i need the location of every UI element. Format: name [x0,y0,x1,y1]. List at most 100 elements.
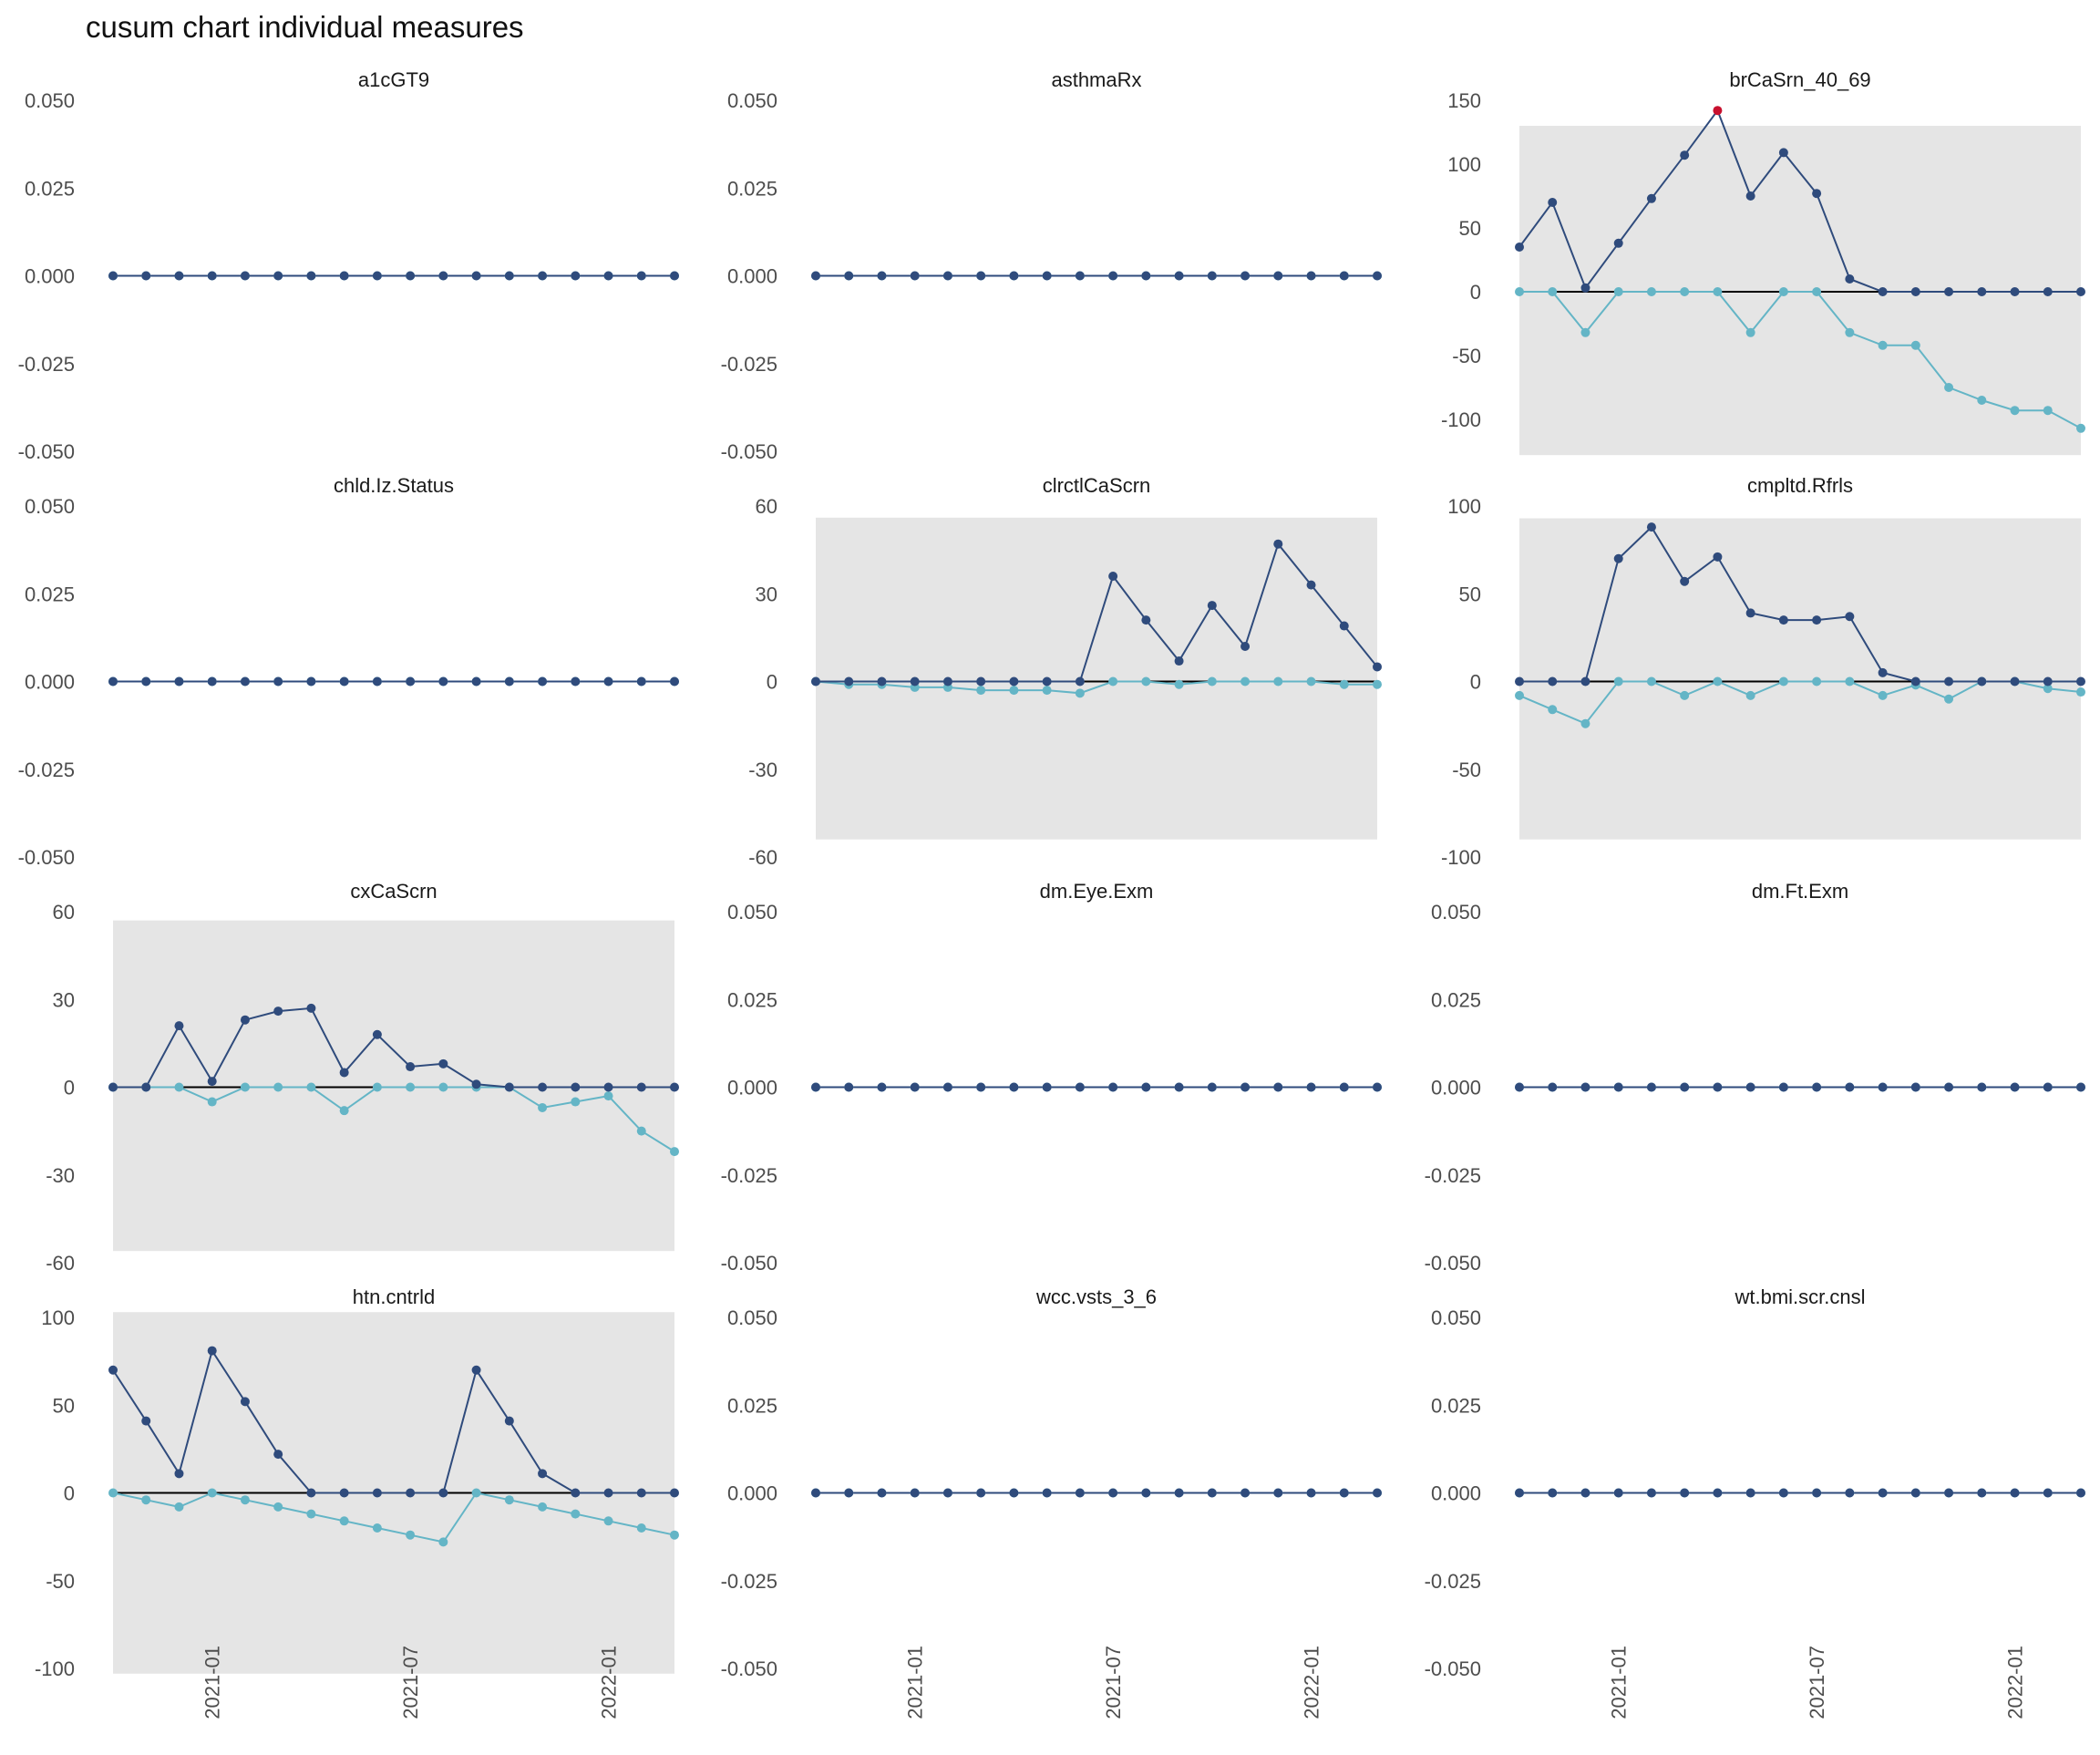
upper-cusum-point [1042,1082,1052,1092]
y-tick-label: -0.025 [721,1164,777,1187]
lower-cusum-point [1613,676,1623,687]
y-tick-label: 0.050 [727,1306,777,1329]
upper-cusum-point [976,1488,986,1498]
lower-cusum-point [306,1082,316,1092]
upper-cusum-point [670,271,679,281]
upper-cusum-point [844,1082,854,1092]
lower-cusum-point [603,1516,613,1526]
upper-cusum-point [1306,580,1316,590]
y-tick-label: 150 [1447,89,1481,112]
upper-cusum-point [571,1488,581,1498]
lower-cusum-point [1646,676,1656,687]
upper-cusum-point [1745,608,1755,618]
upper-cusum-point [1207,601,1217,611]
upper-cusum-point [372,1488,382,1498]
lower-cusum-point [2043,406,2053,416]
upper-cusum-point [240,676,250,687]
lower-cusum-point [1548,705,1558,715]
y-tick-label: 100 [1447,153,1481,176]
upper-cusum-point [1910,676,1920,687]
lower-cusum-point [372,1082,382,1092]
upper-cusum-point [1812,1488,1822,1498]
y-tick-label: -100 [35,1657,75,1680]
upper-cusum-point [1845,1082,1855,1092]
upper-cusum-point [538,1469,548,1479]
lower-cusum-point [174,1082,184,1092]
upper-cusum-point [108,676,118,687]
upper-cusum-point [811,1488,820,1498]
x-tick-label: 2022-01 [598,1646,621,1719]
facet-panel: asthmaRx 0.050 0.025 0.000 -0.025 -0.050 [721,68,1382,463]
upper-cusum-point [603,1082,613,1092]
upper-cusum-point [141,271,151,281]
upper-cusum-point [1944,287,1954,296]
upper-cusum-line [816,542,1378,683]
upper-cusum-point [976,1082,986,1092]
y-tick-label: -50 [46,1570,75,1593]
upper-cusum-point [877,676,887,687]
x-tick-label: 2021-07 [1806,1646,1828,1719]
upper-cusum-point [2076,1082,2085,1092]
upper-cusum-point [2010,1488,2020,1498]
y-tick-label: 0 [1470,671,1481,694]
lower-cusum-point [1042,686,1052,696]
panel-title: clrctlCaScrn [1043,474,1151,497]
lower-cusum-point [1141,676,1151,687]
upper-cusum-point [811,676,820,687]
facet-panel: chld.Iz.Status 0.050 0.025 0.000 -0.025 -0.05… [18,474,679,869]
upper-cusum-point [571,271,581,281]
lower-cusum-point [2043,684,2053,694]
lower-cusum-point [538,1102,548,1112]
upper-cusum-point [1548,676,1558,687]
y-tick-label: 60 [53,901,75,924]
upper-cusum-point [1373,1082,1382,1092]
upper-cusum-point [306,676,316,687]
y-tick-label: 0.050 [727,901,777,924]
lower-cusum-point [1548,287,1558,296]
upper-cusum-point [1273,1082,1283,1092]
upper-cusum-point [1108,1082,1118,1092]
lower-cusum-point [240,1495,250,1505]
facet-panel: cmpltd.Rfrls 100 50 0 -50 -100 [1441,474,2085,869]
facet-panel: cxCaScrn 60 30 0 -30 -60 [46,880,679,1275]
upper-cusum-point [1548,1082,1558,1092]
upper-cusum-point [339,1488,349,1498]
upper-cusum-point [504,676,514,687]
y-tick-label: 0 [64,1077,75,1099]
y-tick-label: -100 [1441,408,1481,431]
y-tick-label: 0.025 [1431,988,1481,1011]
y-tick-label: -0.050 [721,1657,777,1680]
lower-cusum-point [1580,718,1590,728]
y-tick-label: 0.000 [1431,1482,1481,1505]
upper-cusum-point [108,1082,118,1092]
lower-cusum-point [1108,676,1118,687]
lower-cusum-point [1075,688,1085,698]
lower-cusum-point [571,1097,581,1107]
upper-cusum-point [636,271,646,281]
upper-cusum-point [1515,1488,1524,1498]
lower-cusum-point [1207,676,1217,687]
upper-cusum-point [603,1488,613,1498]
upper-cusum-point [207,676,217,687]
upper-cusum-point [670,676,679,687]
upper-cusum-point [1075,271,1085,281]
upper-cusum-point [1680,150,1690,160]
upper-cusum-point [108,271,118,281]
y-tick-label: -0.050 [721,1252,777,1275]
upper-cusum-point [636,1488,646,1498]
y-tick-label: -0.050 [1425,1657,1481,1680]
lower-cusum-point [670,1530,679,1540]
lower-cusum-point [1515,690,1524,700]
upper-cusum-point [942,1082,952,1092]
lower-cusum-point [1745,327,1755,337]
lower-cusum-line [113,1086,675,1152]
upper-cusum-point [1141,615,1151,625]
upper-cusum-point [1240,271,1251,281]
lower-cusum-point [1613,287,1623,296]
y-tick-label: -50 [1452,345,1481,367]
upper-cusum-point [538,271,548,281]
facet-panel: a1cGT9 0.050 0.025 0.000 -0.025 -0.050 [18,68,679,463]
y-tick-label: 30 [756,583,777,605]
upper-cusum-point [471,676,481,687]
lower-cusum-point [174,1502,184,1512]
